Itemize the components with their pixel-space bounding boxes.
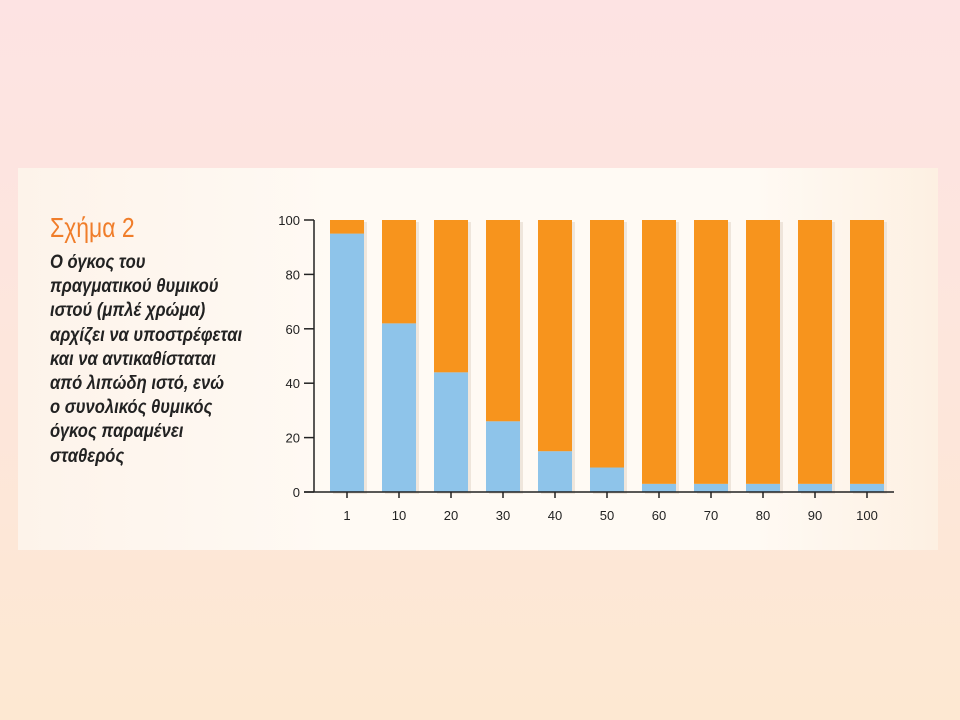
x-tick-label: 50 bbox=[600, 508, 614, 523]
bar-segment-orange bbox=[382, 220, 416, 324]
figure-description: Ο όγκος του πραγματικού θυμικού ιστού (μ… bbox=[50, 250, 280, 468]
description-line: αρχίζει να υποστρέφεται bbox=[50, 323, 243, 346]
x-tick-label: 100 bbox=[856, 508, 878, 523]
x-tick-label: 20 bbox=[444, 508, 458, 523]
bar-segment-blue bbox=[642, 483, 676, 492]
bar-segment-orange bbox=[330, 220, 364, 234]
bar-segment-orange bbox=[642, 220, 676, 484]
description-line: ο συνολικός θυμικός bbox=[50, 396, 213, 419]
figure-panel: Σχήμα 2 Ο όγκος του πραγματικού θυμικού … bbox=[18, 168, 938, 550]
bar-segment-blue bbox=[382, 323, 416, 492]
x-tick-label: 30 bbox=[496, 508, 510, 523]
y-tick-label: 40 bbox=[286, 376, 300, 391]
description-line: σταθερός bbox=[50, 444, 125, 467]
bar-segment-blue bbox=[434, 372, 468, 492]
bar-segment-orange bbox=[850, 220, 884, 484]
bar-segment-blue bbox=[486, 421, 520, 492]
bar-segment-blue bbox=[330, 233, 364, 492]
x-tick-label: 40 bbox=[548, 508, 562, 523]
bar-segment-blue bbox=[538, 451, 572, 492]
x-tick-label: 60 bbox=[652, 508, 666, 523]
bar-segment-orange bbox=[486, 220, 520, 422]
x-tick-label: 80 bbox=[756, 508, 770, 523]
bar-segment-orange bbox=[694, 220, 728, 484]
description-line: από λιπώδη ιστό, ενώ bbox=[50, 372, 225, 395]
description-line: όγκος παραμένει bbox=[50, 420, 184, 443]
bar-segment-blue bbox=[694, 483, 728, 492]
x-tick-label: 1 bbox=[343, 508, 350, 523]
bar-segment-orange bbox=[434, 220, 468, 373]
y-tick-label: 80 bbox=[286, 267, 300, 282]
bar-segment-blue bbox=[850, 483, 884, 492]
description-line: ιστού (μπλέ χρώμα) bbox=[50, 299, 206, 322]
bar-segment-orange bbox=[798, 220, 832, 484]
figure-caption: Σχήμα 2 Ο όγκος του πραγματικού θυμικού … bbox=[50, 212, 285, 468]
description-line: πραγματικού θυμικού bbox=[50, 275, 219, 298]
bar-segment-orange bbox=[590, 220, 624, 468]
x-tick-label: 10 bbox=[392, 508, 406, 523]
x-tick-label: 70 bbox=[704, 508, 718, 523]
y-tick-label: 100 bbox=[278, 213, 300, 228]
description-line: Ο όγκος του bbox=[50, 251, 146, 273]
bar-segment-blue bbox=[590, 467, 624, 492]
bar-segment-orange bbox=[538, 220, 572, 452]
figure-title: Σχήμα 2 bbox=[50, 212, 135, 243]
y-tick-label: 60 bbox=[286, 322, 300, 337]
x-tick-label: 90 bbox=[808, 508, 822, 523]
y-tick-label: 0 bbox=[293, 485, 300, 500]
description-line: και να αντικαθίσταται bbox=[50, 347, 216, 370]
y-tick-label: 20 bbox=[286, 431, 300, 446]
stacked-bar-chart: 1 10 20 30 40 50 60 70 80 90 100 0 20 40 60 80 100 bbox=[278, 213, 894, 523]
bar-segment-orange bbox=[746, 220, 780, 484]
bar-segment-blue bbox=[746, 483, 780, 492]
bar-segment-blue bbox=[798, 483, 832, 492]
